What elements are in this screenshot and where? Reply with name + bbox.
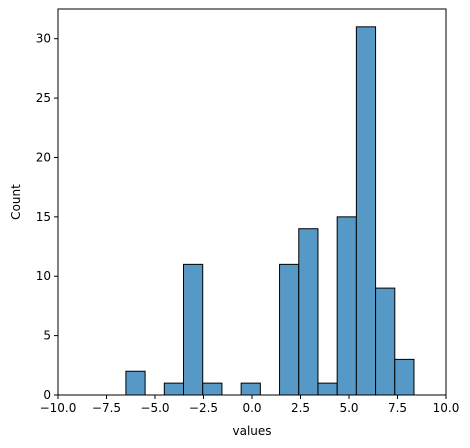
- y-tick-label: 5: [43, 329, 51, 343]
- x-tick-label: −2.5: [189, 401, 218, 415]
- y-tick-label: 0: [43, 388, 51, 402]
- x-tick-label: 5.0: [339, 401, 358, 415]
- bars-layer: [125, 26, 415, 396]
- histogram-bar-7: [317, 382, 338, 396]
- histogram-bar-2: [183, 263, 204, 396]
- y-tick-label: 20: [36, 150, 51, 164]
- histogram-bar-10: [375, 287, 396, 396]
- histogram-bar-4: [240, 382, 261, 396]
- x-tick-label: −7.5: [92, 401, 121, 415]
- histogram-bar-5: [279, 263, 300, 396]
- y-tick-label: 15: [36, 210, 51, 224]
- x-axis-label: values: [232, 424, 271, 438]
- x-tick-label: −5.0: [140, 401, 169, 415]
- x-tick-label: 10.0: [433, 401, 460, 415]
- x-tick-label: 0.0: [242, 401, 261, 415]
- x-tick-label: 7.5: [388, 401, 407, 415]
- histogram-bar-1: [163, 382, 185, 396]
- y-tick-label: 30: [36, 32, 51, 46]
- y-axis-label: Count: [9, 184, 23, 220]
- histogram-bar-3: [202, 382, 223, 396]
- y-tick-label: 25: [36, 91, 51, 105]
- histogram-bar-0: [125, 370, 146, 396]
- x-tick-label: −10.0: [40, 401, 77, 415]
- histogram-bar-8: [336, 216, 357, 396]
- x-tick-label: 2.5: [291, 401, 310, 415]
- histogram-bar-6: [298, 228, 319, 396]
- histogram-bar-9: [355, 26, 377, 396]
- y-tick-label: 10: [36, 269, 51, 283]
- x-axis-ticks: −10.0 −7.5 −5.0 −2.5 0.0 2.5 5.0 7.5 10.0: [40, 395, 460, 415]
- histogram-bar-11: [394, 358, 415, 396]
- y-axis-ticks: 0 5 10 15 20 25 30: [36, 32, 58, 402]
